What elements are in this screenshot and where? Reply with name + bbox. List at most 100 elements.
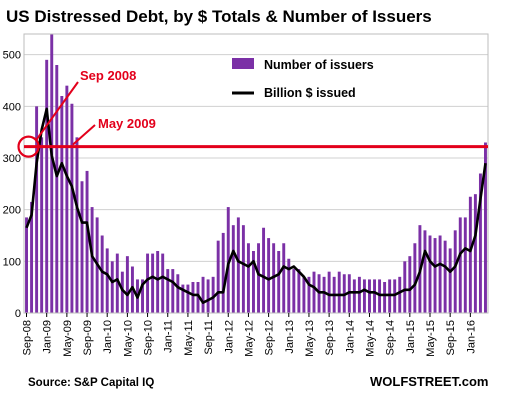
x-tick-label: Sep-08	[22, 320, 34, 355]
x-tick-label: May-13	[304, 320, 316, 357]
legend-swatch-number-of-issuers	[232, 58, 254, 69]
bar	[383, 282, 387, 313]
y-tick-label: 400	[3, 101, 21, 113]
bar	[403, 261, 407, 313]
bar	[428, 235, 432, 313]
x-tick-label: Sep-09	[82, 320, 94, 355]
x-tick-label: Jan-14	[344, 320, 356, 354]
x-tick-label: May-09	[62, 320, 74, 357]
bar	[413, 243, 417, 313]
x-tick-label: Sep-13	[324, 320, 336, 355]
bar	[171, 269, 175, 313]
x-tick-label: May-11	[183, 320, 195, 356]
chart-title: US Distressed Debt, by $ Totals & Number…	[6, 7, 432, 26]
legend: Number of issuers Billion $ issued	[232, 58, 374, 100]
y-tick-label: 500	[3, 50, 21, 62]
bar	[231, 225, 235, 313]
bar	[90, 207, 94, 313]
bar	[45, 59, 49, 314]
bar	[297, 269, 301, 313]
x-tick-label: Jan-15	[405, 320, 417, 354]
bar	[317, 274, 321, 313]
bar	[151, 253, 155, 313]
bar	[292, 269, 296, 313]
y-tick-label: 300	[3, 153, 21, 165]
x-tick-label: Jan-12	[223, 320, 235, 354]
bar	[473, 194, 477, 313]
line-billion-issued	[25, 107, 487, 305]
bar	[448, 248, 452, 313]
sep-2008-circle	[17, 135, 40, 158]
bar	[85, 170, 89, 313]
legend-label-number-of-issuers: Number of issuers	[264, 58, 374, 72]
bar	[287, 258, 291, 313]
bar	[186, 284, 190, 313]
bar	[25, 217, 28, 313]
bar	[110, 261, 114, 313]
annotation-may-2009: May 2009	[98, 116, 156, 131]
bar	[226, 207, 230, 313]
bar	[478, 173, 482, 313]
bar	[262, 227, 266, 313]
bar	[327, 271, 331, 313]
bar	[398, 276, 402, 313]
bar	[378, 279, 382, 313]
x-tick-label: May-15	[425, 320, 437, 357]
may-2009-pointer	[72, 124, 96, 146]
bar	[115, 253, 119, 313]
bar	[206, 279, 210, 313]
plot-frame	[23, 33, 489, 314]
bar	[373, 279, 376, 313]
bar	[100, 235, 104, 313]
x-tick-label: Sep-10	[143, 320, 155, 355]
annotation-sep-2008: Sep 2008	[80, 68, 136, 83]
bar	[337, 271, 341, 313]
x-tick-label: May-10	[122, 320, 134, 357]
bar	[433, 238, 437, 313]
x-tick-label: Jan-10	[102, 320, 114, 354]
axes	[23, 33, 489, 314]
bar	[80, 181, 84, 313]
grid-lines	[24, 54, 488, 262]
bar	[141, 279, 144, 313]
bar	[282, 243, 286, 313]
bar	[322, 276, 326, 313]
x-tick-label: Jan-16	[465, 320, 477, 354]
bar	[221, 232, 225, 313]
bar	[176, 274, 180, 313]
x-tick-label: Jan-09	[42, 320, 54, 354]
legend-label-billion-issued: Billion $ issued	[264, 86, 356, 100]
x-tick-label: May-12	[243, 320, 255, 357]
y-tick-label: 0	[15, 308, 21, 320]
bar	[277, 251, 281, 313]
bar	[388, 279, 392, 313]
bar	[125, 256, 129, 313]
bar	[368, 279, 371, 313]
bar	[30, 201, 34, 313]
bar	[201, 276, 205, 313]
brand-label: WOLFSTREET.com	[370, 374, 488, 389]
x-tick-label: May-14	[364, 320, 376, 357]
bar	[50, 34, 54, 313]
bar	[146, 253, 150, 313]
bar	[463, 217, 467, 313]
bar	[40, 137, 44, 313]
annotations	[17, 81, 488, 158]
x-tick-label: Jan-11	[163, 320, 175, 353]
bar	[453, 230, 457, 313]
y-tick-label: 100	[3, 256, 21, 268]
bar	[312, 271, 316, 313]
bar	[458, 217, 462, 313]
y-tick-label: 200	[3, 205, 21, 217]
x-tick-label: Sep-11	[203, 320, 215, 355]
bar	[35, 106, 39, 313]
source-note: Source: S&P Capital IQ	[28, 377, 154, 389]
bar	[302, 276, 306, 313]
x-tick-label: Sep-14	[385, 320, 397, 355]
bar	[257, 243, 260, 313]
x-axis-ticks: Sep-08 Jan-09 May-09 Sep-09 Jan-10 May-10 Sep-…	[22, 313, 477, 357]
bar	[161, 253, 165, 313]
bar	[60, 96, 64, 313]
bar	[211, 276, 215, 313]
sep-2008-pointer	[35, 81, 79, 141]
